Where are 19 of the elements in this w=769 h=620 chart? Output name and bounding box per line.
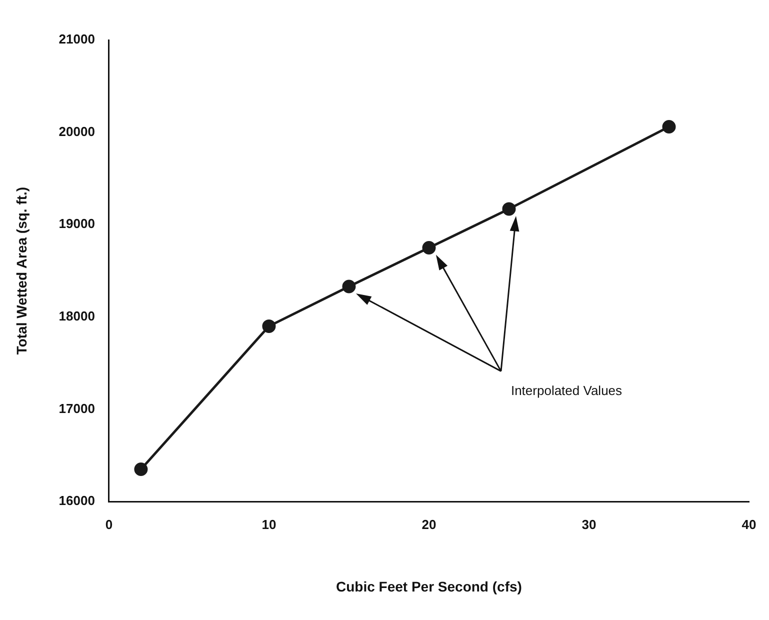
point [502,202,516,216]
point [134,462,148,476]
y-tick-label: 17000 [58,400,95,416]
x-tick-label: 0 [105,516,113,532]
point [262,319,276,333]
y-tick-label: 19000 [58,216,95,232]
y-tick-label: 16000 [58,493,95,508]
x-tick-label: 30 [582,516,596,532]
y-axis-title: Total Wetted Area (sq. ft.) [13,186,30,355]
annotation: Interpolated Values [510,383,622,398]
point [662,120,676,134]
y-tick-label: 20000 [58,124,95,139]
x-tick-label: 40 [742,516,756,532]
x-tick-label: 10 [262,516,276,532]
point [342,280,356,294]
y-tick-label: 18000 [58,308,95,324]
y-tick-label: 21000 [58,32,95,47]
x-tick-label: 20 [422,516,436,532]
x-axis-title: Cubic Feet Per Second (cfs) [336,578,522,594]
